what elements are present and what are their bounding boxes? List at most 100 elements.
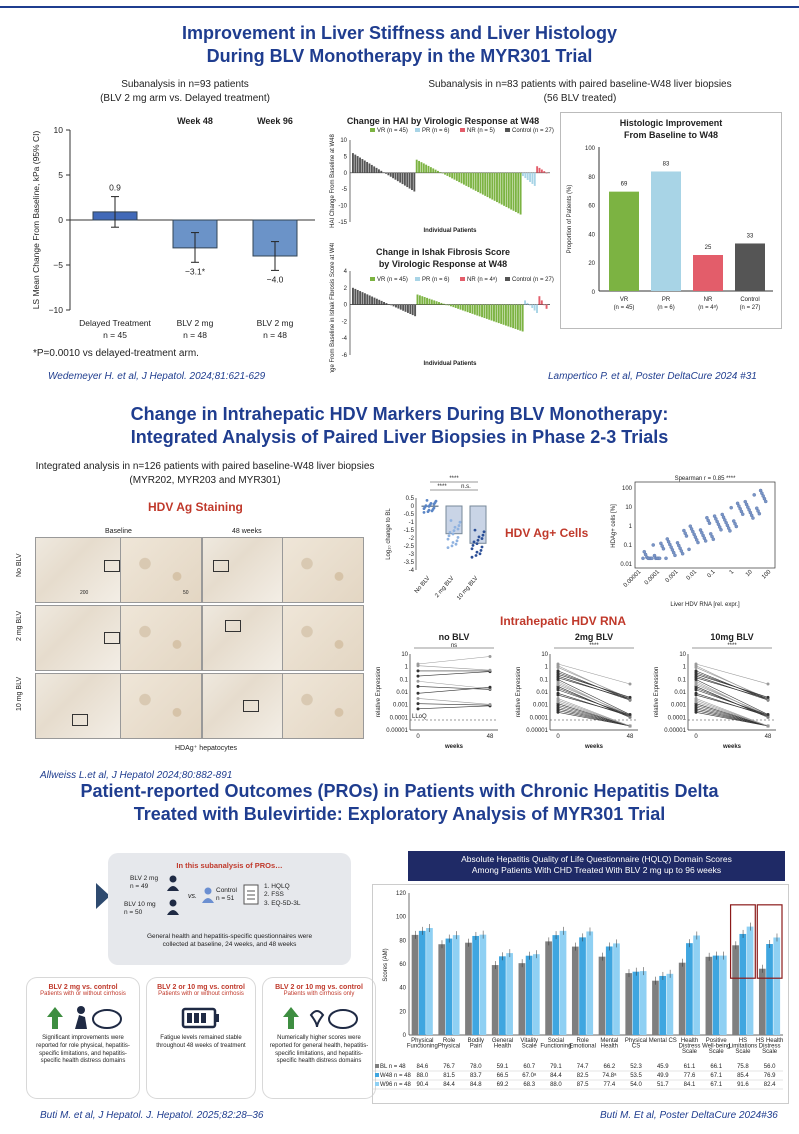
data-point <box>680 551 685 556</box>
category-label: Mental CS <box>649 1038 677 1044</box>
data-point <box>416 664 420 668</box>
waterfall-bar <box>373 166 376 173</box>
data-point <box>740 512 745 516</box>
panel-title: no BLV <box>439 632 470 642</box>
legend-swatch <box>505 277 510 281</box>
category-n: n = 45 <box>103 330 127 340</box>
legend-swatch <box>415 277 420 281</box>
bar <box>732 945 739 1035</box>
control-label: Control n = 51 <box>216 887 237 903</box>
data-label: 0.9 <box>109 183 121 193</box>
data-point <box>694 672 698 676</box>
category-label: Role <box>443 1038 456 1044</box>
micrograph-10mg-48 <box>202 673 284 739</box>
patient-line <box>695 701 769 727</box>
waterfall-bar <box>447 304 450 306</box>
waterfall-bar <box>444 172 446 175</box>
category-label: Functioning <box>540 1044 571 1050</box>
histologic-improvement-chart: Histologic Improvement From Baseline to W… <box>560 112 782 329</box>
waterfall-bar <box>458 172 461 183</box>
waterfall-bar <box>488 304 491 320</box>
data-label: 25 <box>705 245 712 251</box>
y-tick-label: 0 <box>58 215 63 225</box>
vs-label: vs. <box>188 893 197 900</box>
micrograph-10mg-baseline-zoom <box>120 673 202 739</box>
category-label: Delayed Treatment <box>79 318 151 328</box>
waterfall-bar <box>516 304 519 330</box>
data-point <box>451 541 455 544</box>
waterfall-bar <box>510 172 513 210</box>
y-tick-label: 0 <box>411 504 415 510</box>
y-axis-label: Change From Baseline in Ishak Fibrosis S… <box>330 243 336 373</box>
waterfall-bar <box>421 296 424 305</box>
category-label: CS <box>632 1044 640 1050</box>
person-icon-blv2 <box>167 875 179 891</box>
data-point <box>694 683 698 687</box>
waterfall-bar <box>512 304 515 329</box>
waterfall-bar <box>399 304 402 310</box>
legend-label: VR (n = 45) <box>377 277 408 283</box>
micrograph-noblv-48-zoom <box>282 537 364 603</box>
bar <box>659 975 667 1035</box>
right-sub-line2: (56 BLV treated) <box>543 92 617 104</box>
series-label: BL n = 48 <box>380 1064 406 1070</box>
waterfall-bar <box>514 304 517 329</box>
y-tick-label: -3 <box>409 552 415 558</box>
waterfall-bar <box>375 298 378 305</box>
x-tick-label: 100 <box>761 569 773 581</box>
waterfall-bar <box>385 172 387 174</box>
table-cell: 79.1 <box>550 1064 562 1070</box>
waterfall-bar <box>354 288 357 305</box>
bar <box>418 930 426 1035</box>
lloq-label: LLoQ <box>412 714 427 720</box>
micrograph-2mg-48 <box>202 605 284 671</box>
finding-card-3: BLV 2 or 10 mg vs. control Patients with… <box>263 978 375 1098</box>
patient-line <box>417 703 491 706</box>
x-axis-label: weeks <box>722 744 742 750</box>
sig-label: n.s. <box>461 484 471 490</box>
legend-label: NR (n = 4ᵃ) <box>467 277 497 283</box>
category-label: Limitations <box>729 1044 758 1050</box>
panel-title: 2mg BLV <box>575 632 613 642</box>
y-tick-label: −10 <box>49 305 64 315</box>
waterfall-bar <box>380 300 383 305</box>
waterfall-bar <box>517 172 520 214</box>
patient-line <box>557 663 631 685</box>
x-tick-label: 0 <box>694 734 698 740</box>
section1-title: Improvement in Liver Stiffness and Liver… <box>0 22 799 67</box>
waterfall-bar <box>538 296 541 305</box>
micrograph-grid: No BLV 2 mg BLV 10 mg BLV 200 50 <box>16 537 378 739</box>
waterfall-bar <box>509 304 512 328</box>
card3-sub: Patients with cirrhosis only <box>283 991 355 997</box>
legend-swatch <box>370 277 375 281</box>
y-tick-label: 0 <box>403 1033 407 1039</box>
waterfall-bar <box>500 172 503 205</box>
section1-title-line2: During BLV Monotherapy in the MYR301 Tri… <box>206 45 593 66</box>
data-point <box>766 713 770 717</box>
waterfall-bar <box>361 292 364 305</box>
data-point <box>432 502 436 506</box>
data-point <box>427 504 431 508</box>
hdv-ag-cells-chart: 0.5 0 -0.5 -1 -1.5 -2 -2.5 -3 -3.5 -4 Log₁₀ change… <box>386 476 487 602</box>
data-point <box>694 678 698 682</box>
y-tick-label: -2 <box>409 536 415 542</box>
data-point <box>696 540 700 545</box>
waterfall-bar <box>473 304 476 315</box>
x-tick-label: 1 <box>729 569 736 576</box>
chart-title-line2: by Virologic Response at W48 <box>379 259 507 269</box>
pro-box-footer: General health and hepatitis-specific qu… <box>108 933 351 950</box>
y-tick-label: 40 <box>399 986 406 992</box>
legend-label: Control (n = 27) <box>512 277 554 283</box>
waterfall-bar <box>437 170 439 173</box>
category-label: Pain <box>470 1044 482 1050</box>
box-foot-line1: General health and hepatitis-specific qu… <box>146 933 313 940</box>
patient-line <box>557 701 631 727</box>
bar <box>766 944 773 1035</box>
y-tick-label: 10 <box>401 652 408 658</box>
y-axis-label: LS Mean Change From Baseline, kPa (95% C… <box>31 131 41 310</box>
cite-wedemeyer: Wedemeyer H. et al, J Hepatol. 2024;81:6… <box>48 371 266 382</box>
waterfall-bar <box>401 172 404 185</box>
pro-summary-box: In this subanalysis of PROs… BLV 2 mg n … <box>108 853 351 965</box>
bar <box>518 963 526 1035</box>
